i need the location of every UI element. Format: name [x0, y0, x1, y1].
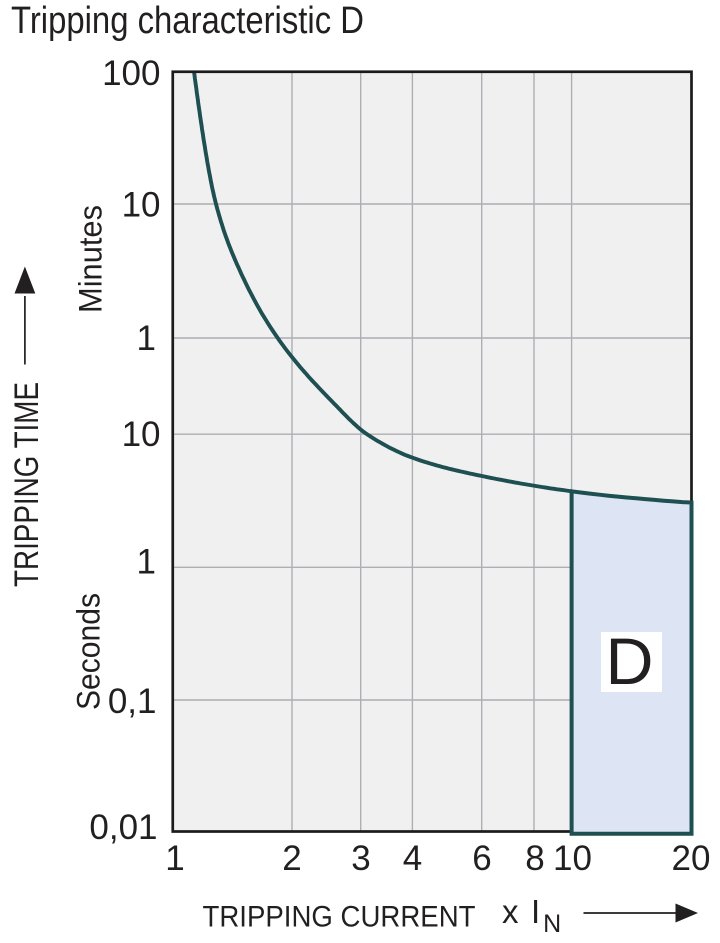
- svg-text:0,01: 0,01: [89, 808, 157, 847]
- svg-text:Minutes: Minutes: [73, 205, 109, 313]
- svg-text:D: D: [606, 624, 654, 698]
- svg-text:4: 4: [403, 839, 422, 878]
- svg-text:20: 20: [672, 839, 711, 878]
- svg-text:8: 8: [525, 839, 544, 878]
- svg-text:10: 10: [553, 839, 592, 878]
- svg-text:0,1: 0,1: [108, 682, 157, 721]
- svg-text:TRIPPING TIME: TRIPPING TIME: [8, 382, 46, 587]
- svg-text:10: 10: [122, 415, 161, 454]
- svg-text:3: 3: [351, 839, 370, 878]
- svg-text:1: 1: [137, 319, 156, 358]
- svg-text:10: 10: [122, 185, 161, 224]
- svg-text:100: 100: [102, 54, 160, 93]
- svg-text:1: 1: [165, 839, 184, 878]
- svg-text:6: 6: [472, 839, 491, 878]
- svg-text:1: 1: [137, 543, 156, 582]
- svg-text:xIN: xIN: [502, 893, 561, 938]
- svg-text:Seconds: Seconds: [71, 593, 107, 710]
- svg-text:TRIPPING CURRENT: TRIPPING CURRENT: [203, 901, 476, 934]
- svg-text:2: 2: [282, 839, 301, 878]
- svg-text:Tripping characteristic D: Tripping characteristic D: [11, 0, 364, 42]
